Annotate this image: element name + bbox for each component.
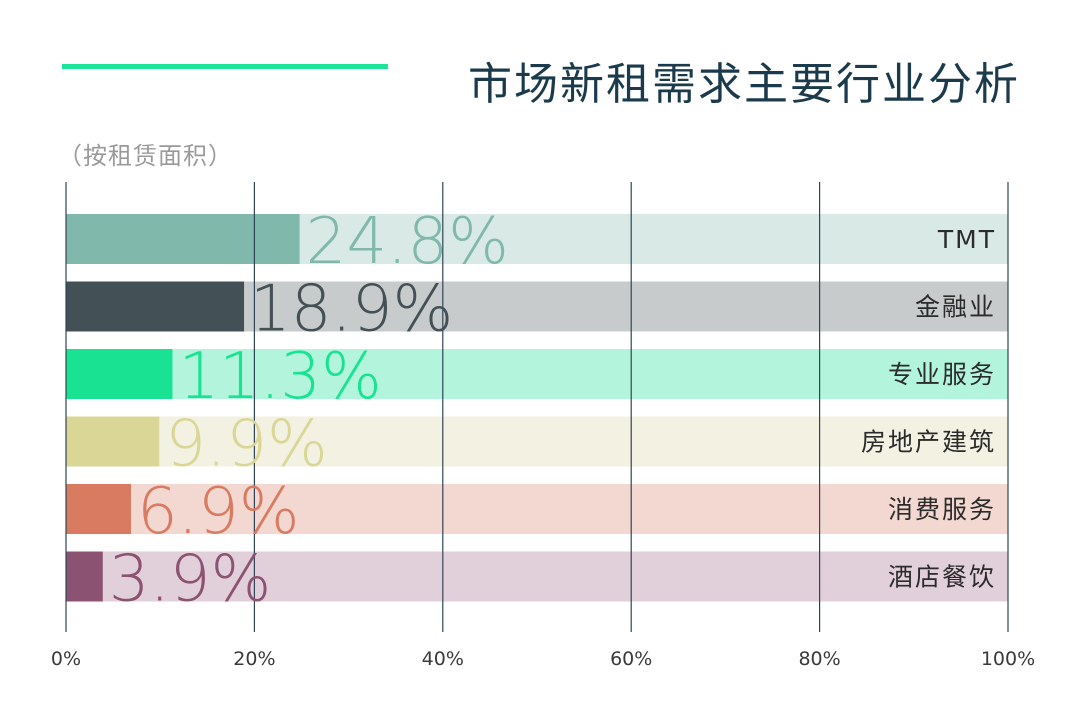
category-label: 消费服务	[888, 495, 996, 524]
bar-value-label: 24.8%	[306, 205, 509, 279]
bar-value-label: 3.9%	[109, 543, 272, 617]
bars	[66, 214, 300, 602]
value-labels: 24.8%18.9%11.3%9.9%6.9%3.9%	[109, 205, 509, 617]
title-accent-line	[62, 64, 388, 69]
bar-track	[66, 484, 1008, 534]
bar	[66, 484, 131, 534]
bar-value-label: 18.9%	[250, 273, 453, 347]
bar-track	[66, 349, 1008, 399]
x-tick-label: 0%	[51, 648, 81, 670]
chart-title: 市场新租需求主要行业分析	[468, 59, 1020, 110]
bar-track	[66, 551, 1008, 602]
category-label: 酒店餐饮	[888, 563, 996, 592]
bar-value-label: 9.9%	[165, 408, 328, 482]
x-tick-label: 40%	[422, 648, 464, 670]
bar	[66, 349, 173, 399]
bar	[66, 551, 103, 602]
category-label: 房地产建筑	[861, 428, 996, 457]
bar-value-label: 11.3%	[178, 340, 381, 414]
x-tick-label: 80%	[798, 648, 840, 670]
bar-track	[66, 416, 1008, 467]
bar	[66, 416, 160, 467]
category-label: 专业服务	[888, 360, 996, 389]
category-label: 金融业	[915, 293, 996, 322]
category-label: TMT	[937, 225, 996, 254]
x-tick-label: 60%	[610, 648, 652, 670]
bar-value-label: 6.9%	[137, 475, 300, 549]
chart-subtitle: （按租赁面积）	[58, 142, 233, 170]
grid-lines	[65, 182, 1009, 632]
x-tick-label: 20%	[233, 648, 275, 670]
bar	[66, 281, 245, 332]
x-axis-ticks: 0% 20% 40% 60% 80% 100%	[51, 648, 1035, 670]
x-tick-label: 100%	[981, 648, 1035, 670]
bar	[66, 214, 300, 264]
